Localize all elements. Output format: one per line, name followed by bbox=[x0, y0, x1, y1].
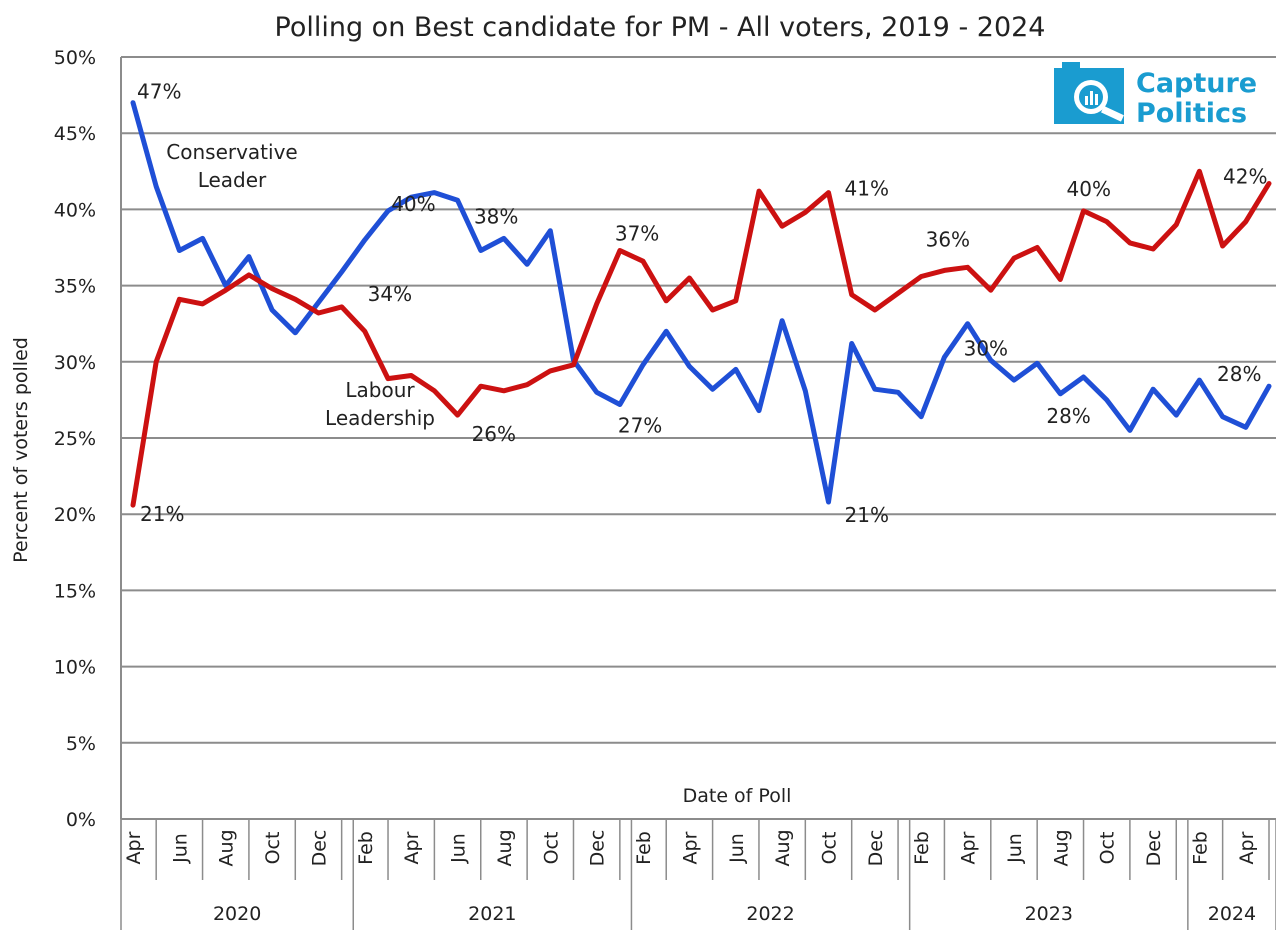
y-tick-label: 10% bbox=[54, 657, 96, 679]
series-label: Leader bbox=[198, 168, 267, 192]
logo-line1: Capture bbox=[1136, 68, 1257, 99]
y-tick-label: 45% bbox=[54, 123, 96, 145]
data-labels: 47% 40% 38% 27% 21% 30% 28% 28% 21% 34% 26% 37% 41% 3… bbox=[137, 80, 1267, 527]
x-tick-label: Oct bbox=[540, 832, 562, 865]
x-tick-label: Apr bbox=[1236, 831, 1258, 864]
data-label: 27% bbox=[618, 413, 662, 437]
series-line bbox=[130, 168, 1272, 508]
x-tick-label: Jun bbox=[726, 833, 748, 864]
year-label: 2022 bbox=[746, 903, 794, 925]
logo: Capture Politics bbox=[1054, 62, 1257, 129]
series-lines bbox=[130, 100, 1272, 508]
year-label: 2023 bbox=[1025, 903, 1073, 925]
data-label: 37% bbox=[615, 222, 659, 246]
data-label: 28% bbox=[1217, 362, 1261, 386]
x-tick-label: Apr bbox=[958, 831, 980, 864]
x-tick-label: Dec bbox=[865, 830, 887, 867]
series-line bbox=[130, 100, 1272, 505]
data-label: 21% bbox=[845, 503, 889, 527]
x-tick-label: Dec bbox=[1143, 830, 1165, 867]
x-tick-label: Aug bbox=[494, 829, 516, 866]
y-axis-label: Percent of voters polled bbox=[10, 337, 32, 563]
data-label: 41% bbox=[845, 177, 889, 201]
data-label: 47% bbox=[137, 80, 181, 104]
x-tick-label: Apr bbox=[679, 831, 701, 864]
x-tick-label: Feb bbox=[355, 831, 377, 865]
y-tick-label: 35% bbox=[54, 276, 96, 298]
x-tick-label: Aug bbox=[216, 829, 238, 866]
x-axis: Apr Jun Aug Oct Dec Feb Apr Jun Aug Oct Dec Feb Apr J… bbox=[120, 818, 1276, 930]
data-label: 38% bbox=[474, 204, 518, 228]
year-label: 2020 bbox=[213, 903, 261, 925]
y-tick-label: 40% bbox=[54, 199, 96, 221]
data-label: 34% bbox=[368, 282, 412, 306]
data-label: 26% bbox=[472, 422, 516, 446]
data-label: 28% bbox=[1046, 404, 1090, 428]
series-label: Conservative bbox=[166, 140, 297, 164]
x-tick-label: Jun bbox=[1004, 833, 1026, 864]
data-label: 42% bbox=[1223, 164, 1267, 188]
y-tick-label: 25% bbox=[54, 428, 96, 450]
x-tick-label: Feb bbox=[633, 831, 655, 865]
data-label: 40% bbox=[1067, 177, 1111, 201]
x-tick-label: Oct bbox=[1097, 832, 1119, 865]
y-tick-label: 5% bbox=[66, 733, 96, 755]
series-label: Labour bbox=[345, 378, 415, 402]
x-tick-label: Jun bbox=[448, 833, 470, 864]
year-label: 2021 bbox=[468, 903, 516, 925]
x-tick-label: Aug bbox=[1050, 829, 1072, 866]
y-tick-label: 20% bbox=[54, 504, 96, 526]
y-tick-labels: 0% 5% 10% 15% 20% 25% 30% 35% 40% 45% 50% bbox=[54, 47, 96, 831]
data-label: 40% bbox=[391, 192, 435, 216]
data-label: 36% bbox=[926, 227, 970, 251]
x-tick-label: Apr bbox=[123, 831, 145, 864]
x-tick-label: Oct bbox=[262, 832, 284, 865]
year-label: 2024 bbox=[1208, 903, 1256, 925]
gridlines bbox=[120, 56, 1276, 820]
data-label: 30% bbox=[964, 337, 1008, 361]
x-tick-label: Dec bbox=[587, 830, 609, 867]
data-label: 21% bbox=[140, 502, 184, 526]
y-tick-label: 0% bbox=[66, 809, 96, 831]
series-label: Leadership bbox=[325, 406, 435, 430]
x-tick-label: Oct bbox=[819, 832, 841, 865]
logo-line2: Politics bbox=[1136, 98, 1247, 129]
x-axis-label: Date of Poll bbox=[683, 785, 792, 807]
y-tick-label: 30% bbox=[54, 352, 96, 374]
x-tick-label: Aug bbox=[772, 829, 794, 866]
x-tick-label: Jun bbox=[169, 833, 191, 864]
x-tick-label: Apr bbox=[401, 831, 423, 864]
y-tick-label: 50% bbox=[54, 47, 96, 69]
camera-icon bbox=[1054, 62, 1124, 124]
x-tick-label: Feb bbox=[1189, 831, 1211, 865]
y-tick-label: 15% bbox=[54, 580, 96, 602]
series-labels: Conservative Leader Labour Leadership bbox=[166, 140, 435, 430]
x-tick-label: Dec bbox=[308, 830, 330, 867]
x-tick-label: Feb bbox=[911, 831, 933, 865]
chart-title: Polling on Best candidate for PM - All v… bbox=[275, 12, 1046, 43]
